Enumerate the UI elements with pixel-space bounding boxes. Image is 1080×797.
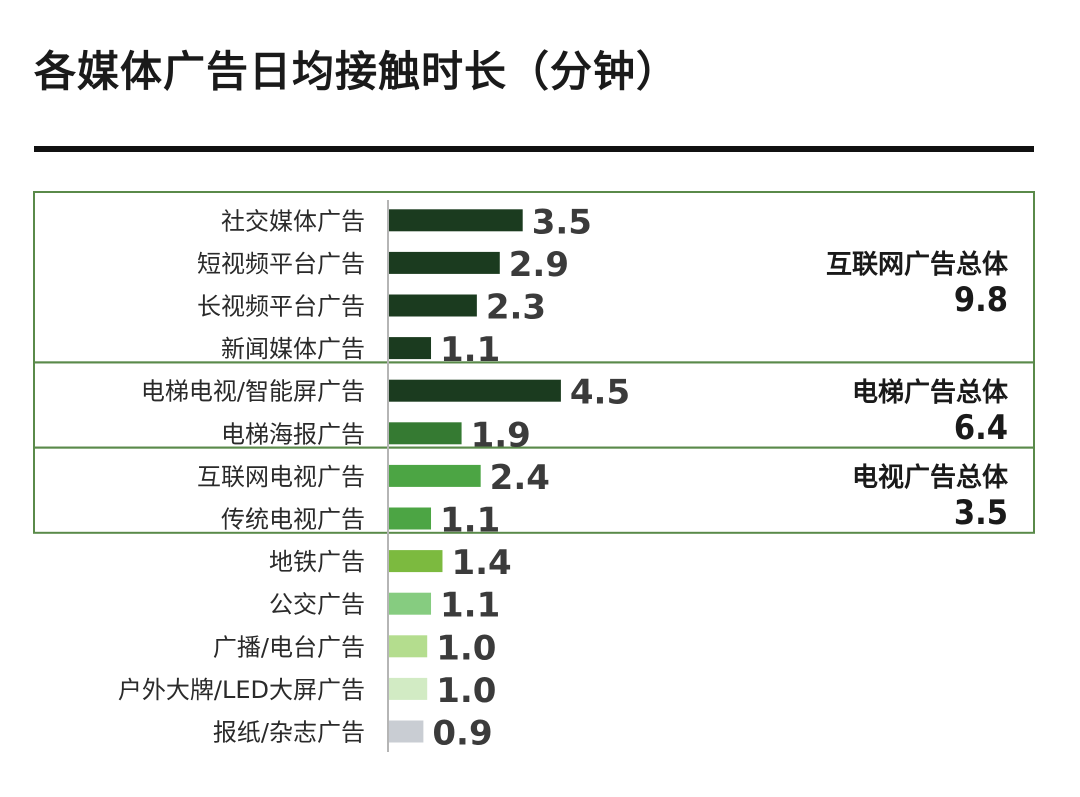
group-box	[33, 446, 1035, 534]
bar	[389, 337, 432, 360]
bar	[389, 677, 428, 700]
value-label: 2.4	[490, 458, 550, 498]
group-total: 3.5	[954, 493, 1008, 533]
bar	[389, 422, 462, 445]
category-label: 短视频平台广告	[197, 250, 365, 278]
value-label: 1.9	[471, 415, 531, 455]
group-label: 电视广告总体	[852, 463, 1009, 493]
value-label: 0.9	[432, 714, 492, 754]
category-label: 新闻媒体广告	[221, 335, 365, 363]
bar	[389, 550, 443, 573]
value-label: 3.5	[532, 202, 592, 242]
bar	[389, 720, 424, 743]
bar	[389, 592, 432, 615]
bar	[389, 507, 432, 530]
value-label: 1.1	[440, 586, 500, 626]
category-label: 报纸/杂志广告	[213, 719, 365, 747]
chart-title: 各媒体广告日均接触时长（分钟）	[34, 47, 680, 96]
category-label: 地铁广告	[269, 548, 365, 576]
bar	[389, 251, 500, 274]
value-label: 1.4	[451, 543, 511, 583]
bar	[389, 635, 428, 658]
bar	[389, 464, 481, 487]
group-total: 6.4	[954, 408, 1008, 448]
value-label: 2.3	[486, 288, 546, 328]
value-label: 1.1	[440, 330, 500, 370]
bar	[389, 379, 561, 402]
category-label: 广播/电台广告	[213, 633, 365, 661]
bar	[389, 209, 523, 232]
value-label: 4.5	[570, 373, 630, 413]
title-divider	[34, 146, 1034, 152]
category-label: 电梯电视/智能屏广告	[141, 378, 365, 406]
group-label: 电梯广告总体	[852, 378, 1009, 408]
category-label: 传统电视广告	[221, 506, 365, 534]
category-label: 互联网电视广告	[197, 463, 365, 491]
group-label: 互联网广告总体	[826, 250, 1009, 280]
category-label: 长视频平台广告	[197, 293, 365, 321]
category-label: 电梯海报广告	[221, 420, 365, 448]
value-label: 2.9	[509, 245, 569, 285]
value-label: 1.1	[440, 501, 500, 541]
category-label: 社交媒体广告	[221, 207, 365, 235]
value-label: 1.0	[436, 628, 496, 668]
category-label: 公交广告	[269, 591, 365, 619]
bar	[389, 294, 477, 317]
value-label: 1.0	[436, 671, 496, 711]
category-label: 户外大牌/LED大屏广告	[118, 676, 365, 704]
group-total: 9.8	[954, 280, 1008, 320]
